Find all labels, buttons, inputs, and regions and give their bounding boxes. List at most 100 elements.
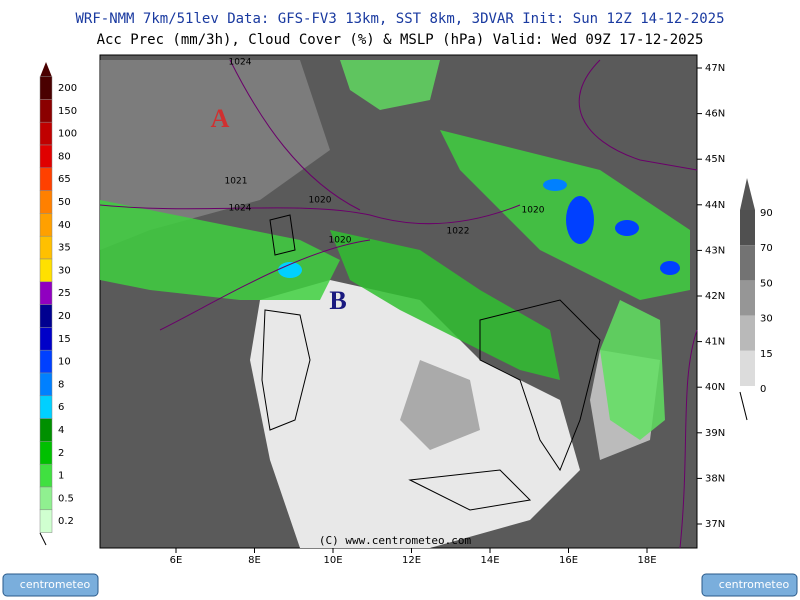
lon-label: 14E bbox=[480, 555, 499, 566]
lon-label: 12E bbox=[402, 555, 421, 566]
legend-swatch bbox=[39, 235, 53, 260]
isobar-label: 1020 bbox=[309, 196, 332, 206]
lat-label: 43N bbox=[705, 245, 725, 256]
legend-swatch bbox=[39, 372, 53, 397]
isobar-label: 1020 bbox=[329, 236, 352, 246]
legend-swatch bbox=[740, 280, 755, 316]
lat-label: 46N bbox=[705, 109, 725, 120]
legend-tail bbox=[739, 391, 748, 421]
legend-label: 0.5 bbox=[58, 493, 74, 504]
legend-label: 30 bbox=[58, 265, 71, 276]
legend-swatch bbox=[39, 281, 53, 305]
precip-area bbox=[330, 230, 560, 380]
coastline bbox=[261, 214, 601, 511]
isobar-label: 1022 bbox=[447, 227, 470, 237]
isobar-label: 1021 bbox=[225, 177, 248, 187]
legend-swatch bbox=[39, 463, 53, 488]
legend-label: 100 bbox=[58, 129, 77, 140]
isobar bbox=[99, 59, 521, 331]
lat-label: 44N bbox=[705, 200, 725, 211]
cloud-legend: 90 70 50 30 15 0 bbox=[739, 178, 773, 421]
legend-label: 2 bbox=[58, 448, 64, 459]
precip-area bbox=[440, 130, 690, 300]
map-labels: 47N 46N 45N 44N 43N 42N 41N 40N 39N 38N 37N 6E 8E 10E… bbox=[170, 58, 726, 567]
legend-label: 1 bbox=[58, 471, 64, 482]
precip-area bbox=[340, 60, 440, 110]
legend-tail bbox=[39, 532, 47, 546]
legend-arrow bbox=[40, 62, 52, 77]
precip-area bbox=[600, 300, 665, 440]
logo-text: centrometeo bbox=[719, 578, 790, 591]
legend-arrow bbox=[740, 178, 755, 210]
legend-swatch bbox=[740, 350, 755, 386]
legend-swatch bbox=[740, 315, 755, 351]
legend-label: 0.2 bbox=[58, 516, 74, 527]
lon-label: 10E bbox=[323, 555, 342, 566]
legend-swatch bbox=[39, 395, 53, 419]
lat-label: 37N bbox=[705, 519, 725, 530]
legend-swatch bbox=[39, 99, 53, 123]
lat-label: 47N bbox=[705, 63, 725, 74]
header-line1: WRF-NMM 7km/51lev Data: GFS-FV3 13km, SS… bbox=[75, 11, 724, 27]
legend-swatch bbox=[39, 486, 53, 511]
legend-label: 15 bbox=[58, 334, 71, 345]
lon-label: 8E bbox=[248, 555, 261, 566]
precip-legend: 200 150 100 80 65 50 40 35 30 25 20 15 10 8 6 4 2 1 0.5 0.2 bbox=[39, 62, 77, 546]
legend-label: 200 bbox=[58, 83, 77, 94]
legend-label: 65 bbox=[58, 174, 71, 185]
legend-swatch bbox=[39, 327, 53, 351]
logo bbox=[2, 573, 99, 597]
legend-label: 8 bbox=[58, 379, 64, 390]
legend-swatch bbox=[39, 349, 53, 374]
lat-label: 38N bbox=[705, 473, 725, 484]
legend-label: 10 bbox=[58, 357, 71, 368]
copyright: (C) www.centrometeo.com bbox=[319, 534, 472, 547]
header-line2: Acc Prec (mm/3h), Cloud Cover (%) & MSLP… bbox=[97, 32, 704, 48]
heavy-precip bbox=[660, 261, 680, 275]
legend-swatch bbox=[39, 121, 53, 146]
heavy-precip bbox=[615, 220, 639, 236]
legend-swatch bbox=[39, 258, 53, 283]
legend-swatch bbox=[740, 245, 755, 281]
legend-label: 50 bbox=[760, 278, 773, 289]
legend-label: 20 bbox=[58, 311, 71, 322]
legend-swatch bbox=[39, 418, 53, 442]
lat-label: 42N bbox=[705, 291, 725, 302]
lat-label: 41N bbox=[705, 337, 725, 348]
legend-swatch bbox=[39, 304, 53, 328]
legend-label: 4 bbox=[58, 425, 64, 436]
cloud-area bbox=[400, 360, 480, 450]
lon-label: 16E bbox=[559, 555, 578, 566]
lon-label: 6E bbox=[170, 555, 183, 566]
legend-swatch bbox=[39, 213, 53, 237]
legend-label: 25 bbox=[58, 288, 71, 299]
isobar bbox=[578, 59, 698, 549]
legend-label: 70 bbox=[760, 243, 773, 254]
pressure-center: A bbox=[211, 104, 230, 133]
lat-label: 45N bbox=[705, 154, 725, 165]
legend-swatch bbox=[740, 210, 755, 246]
lat-label: 39N bbox=[705, 428, 725, 439]
legend-label: 6 bbox=[58, 402, 64, 413]
legend-label: 150 bbox=[58, 106, 77, 117]
legend-swatch bbox=[39, 167, 53, 191]
legend-swatch bbox=[39, 509, 53, 533]
heavy-precip bbox=[566, 196, 594, 244]
isobar-label: 1024 bbox=[229, 58, 252, 68]
legend-swatch bbox=[740, 386, 755, 389]
map bbox=[99, 54, 698, 549]
lon-label: 18E bbox=[637, 555, 656, 566]
precip-area bbox=[100, 200, 340, 300]
isobar-label: 1024 bbox=[229, 204, 252, 214]
legend-label: 30 bbox=[760, 314, 773, 325]
heavy-precip bbox=[278, 262, 302, 278]
heavy-precip bbox=[543, 179, 567, 191]
legend-label: 15 bbox=[760, 349, 773, 360]
logo bbox=[701, 573, 798, 597]
legend-label: 90 bbox=[760, 208, 773, 219]
isobar-label: 1020 bbox=[522, 206, 545, 216]
legend-swatch bbox=[39, 441, 53, 465]
legend-swatch bbox=[39, 144, 53, 169]
legend-label: 0 bbox=[760, 384, 766, 395]
